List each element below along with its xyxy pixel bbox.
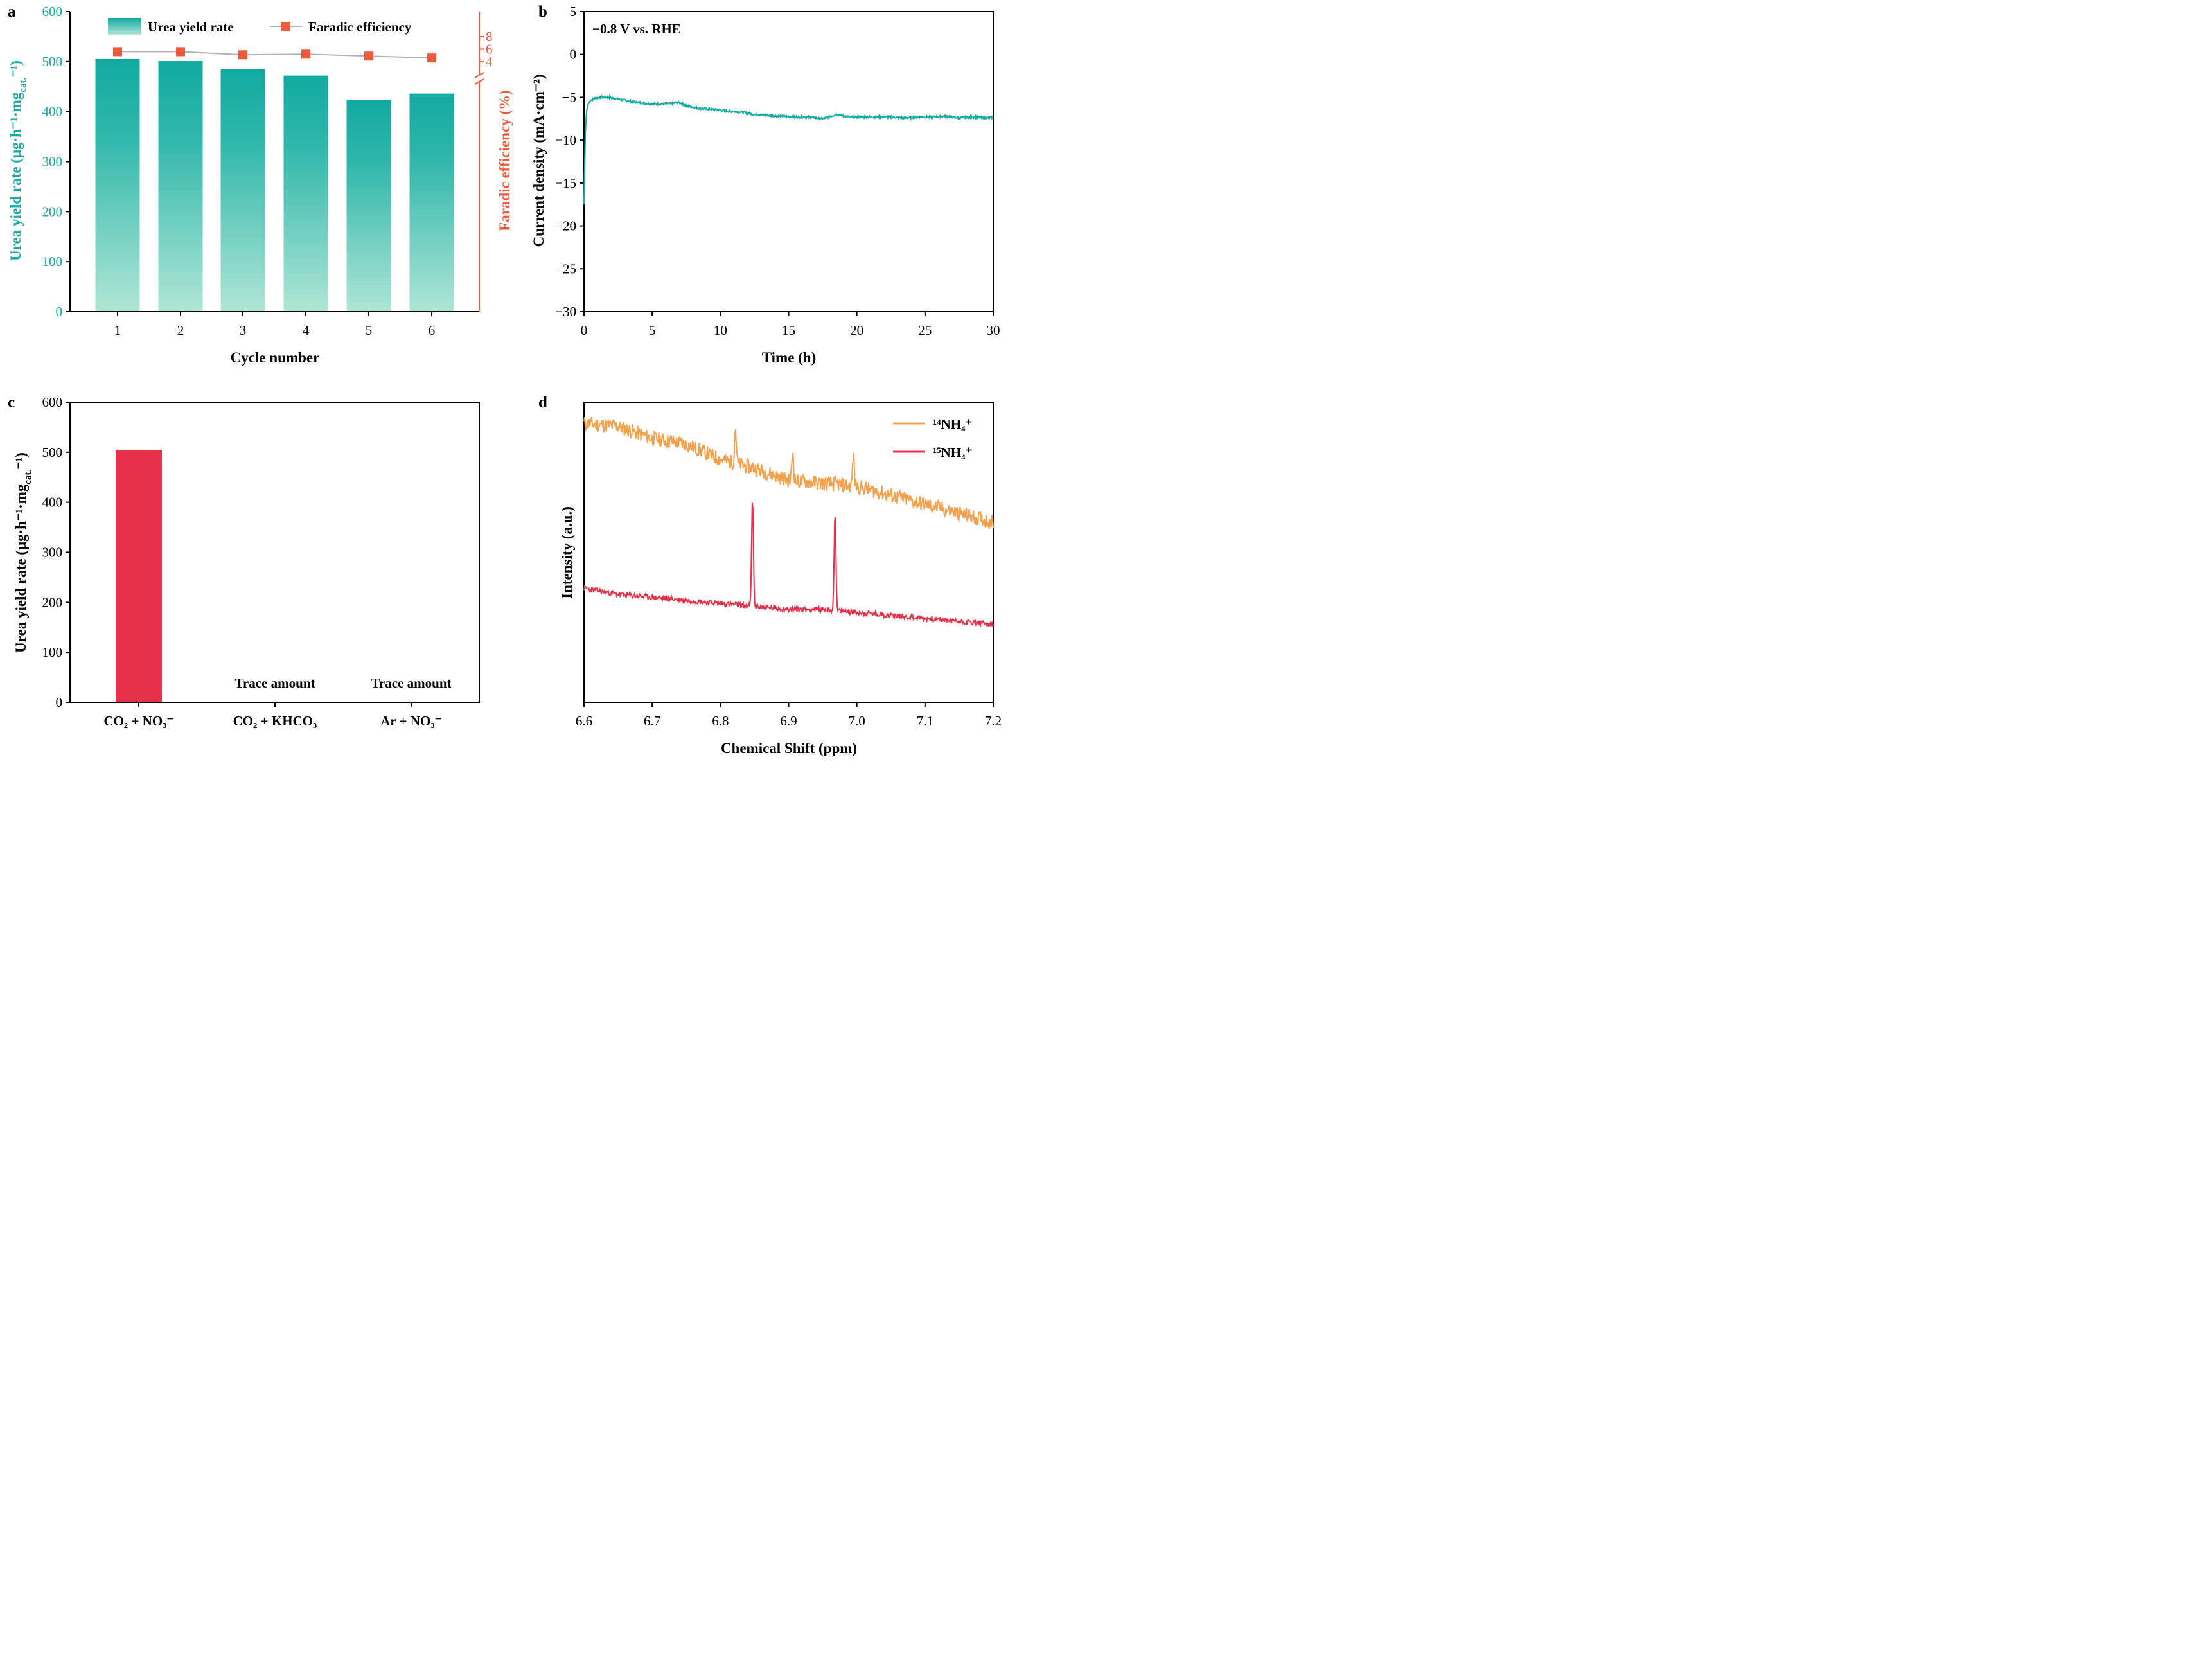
- a-fe-point-5: [364, 51, 373, 61]
- d-xtick-label-6.6: 6.6: [576, 713, 592, 729]
- b-xtick-label-30: 30: [987, 323, 1000, 338]
- a-xtick-label-5: 5: [366, 323, 373, 338]
- legend-label-urea: Urea yield rate: [148, 19, 234, 35]
- legend-label-15nh4: ¹⁵NH₄⁺: [933, 445, 972, 460]
- legend-label-14nh4: ¹⁴NH₄⁺: [933, 416, 972, 432]
- a-bar-6: [409, 93, 454, 312]
- a-x-label: Cycle number: [231, 350, 320, 366]
- b-ytick-label-6: −25: [555, 261, 576, 276]
- d-y-label: Intensity (a.u.): [559, 506, 575, 599]
- a-fe-point-3: [238, 50, 247, 60]
- b-xtick-label-15: 15: [782, 323, 795, 338]
- b-current-trace: [583, 94, 994, 205]
- a-ytick-label-0: 0: [56, 304, 63, 319]
- c-ytick-label-300: 300: [42, 545, 63, 560]
- a-bar-3: [220, 69, 265, 312]
- d-xtick-label-6.7: 6.7: [644, 713, 660, 729]
- a-y-label: Urea yield rate (μg·h⁻¹·mgcat.⁻¹): [8, 60, 28, 261]
- c-ytick-label-0: 0: [56, 695, 63, 710]
- b-annotation: −0.8 V vs. RHE: [592, 21, 681, 37]
- d-xtick-label-7.2: 7.2: [985, 713, 1002, 729]
- b-ytick-label-5: −20: [555, 218, 576, 234]
- d-trace-15nh4: [583, 502, 994, 628]
- b-xtick-label-10: 10: [714, 323, 727, 338]
- c-ytick-label-100: 100: [42, 645, 63, 660]
- a-y2tick-label-6: 6: [486, 42, 493, 57]
- d-trace-14nh4: [583, 416, 994, 529]
- a-bar-2: [158, 61, 203, 312]
- panel-d: d 6.6 6.7 6.8 6.9 7.0 7.1 7.2 ¹⁴NH₄⁺ ¹⁵NH₄⁺ Ch…: [538, 394, 1002, 756]
- a-xtick-label-3: 3: [240, 323, 247, 338]
- d-xtick-label-6.9: 6.9: [780, 713, 797, 729]
- c-annotation-1: Trace amount: [234, 675, 315, 691]
- b-ytick-label-7: −30: [555, 304, 576, 319]
- b-xtick-label-25: 25: [918, 323, 932, 338]
- a-ytick-label-400: 400: [42, 104, 63, 120]
- panel-label-b: b: [538, 3, 547, 21]
- c-ytick-label-500: 500: [42, 445, 63, 460]
- a-ytick-label-200: 200: [42, 204, 63, 219]
- a-fe-point-6: [427, 53, 436, 63]
- b-x-label: Time (h): [762, 350, 817, 366]
- d-xtick-label-7.0: 7.0: [849, 713, 865, 729]
- c-ytick-label-400: 400: [42, 495, 63, 510]
- b-ytick-label-2: −5: [562, 89, 576, 105]
- b-ytick-label-4: −15: [555, 175, 576, 191]
- b-frame: [583, 11, 994, 312]
- panel-c: c 0 100 200 300 400 500 600 CO₂ + NO₃⁻ CO₂ + KH…: [8, 394, 480, 729]
- c-xtick-label-1: CO₂ + KHCO₃: [233, 713, 317, 729]
- a-fe-line: [118, 51, 432, 59]
- legend-label-fe: Faradic efficiency: [308, 19, 412, 35]
- a-bar-4: [283, 75, 328, 312]
- c-ytick-label-600: 600: [42, 395, 63, 410]
- panel-label-a: a: [8, 3, 16, 21]
- a-fe-point-2: [176, 47, 185, 57]
- c-ytick-label-200: 200: [42, 594, 63, 610]
- a-fe-point-1: [113, 47, 122, 57]
- c-xtick-label-2: Ar + NO₃⁻: [380, 713, 441, 729]
- a-ytick-label-100: 100: [42, 254, 63, 269]
- a-bar-1: [95, 58, 140, 312]
- d-frame: [583, 402, 994, 703]
- d-xtick-label-6.8: 6.8: [712, 713, 729, 729]
- a-y2-label: Faradic efficiency (%): [497, 90, 513, 231]
- b-ytick-label-0: 5: [570, 4, 577, 19]
- a-ytick-label-300: 300: [42, 154, 63, 170]
- b-y-label: Current density (mA·cm⁻²): [531, 74, 547, 247]
- legend-marker-fe: [281, 22, 290, 31]
- c-xtick-label-0: CO₂ + NO₃⁻: [103, 713, 173, 729]
- b-ytick-label-1: 0: [570, 47, 577, 62]
- b-xtick-label-20: 20: [850, 323, 863, 338]
- panel-b: b 5 0 −5 −10 −15 −20 −25 −30 0 5 10 15 20 25 30 −0.8 …: [531, 3, 1000, 366]
- c-y-label: Urea yield rate (μg·h⁻¹·mgcat.⁻¹): [13, 452, 33, 653]
- b-xtick-label-5: 5: [649, 323, 656, 338]
- d-xtick-label-7.1: 7.1: [917, 713, 933, 729]
- a-y2tick-label-8: 8: [486, 29, 493, 44]
- legend-swatch-urea: [108, 18, 141, 35]
- b-xtick-label-0: 0: [581, 323, 588, 338]
- b-ytick-label-3: −10: [555, 132, 576, 148]
- a-bar-5: [346, 99, 391, 312]
- panel-label-d: d: [538, 394, 547, 411]
- a-xtick-label-4: 4: [303, 323, 310, 338]
- a-y2tick-label-4: 4: [486, 54, 493, 69]
- a-axis-break: [474, 72, 484, 85]
- a-ytick-label-500: 500: [42, 54, 63, 69]
- a-fe-point-4: [301, 49, 310, 59]
- c-annotation-2: Trace amount: [371, 675, 451, 691]
- d-x-label: Chemical Shift (ppm): [721, 740, 857, 756]
- panel-label-c: c: [8, 394, 15, 411]
- a-xtick-label-2: 2: [177, 323, 184, 338]
- a-xtick-label-1: 1: [114, 323, 121, 338]
- a-xtick-label-6: 6: [429, 323, 436, 338]
- c-bar-0: [116, 449, 162, 702]
- a-ytick-label-600: 600: [42, 4, 63, 19]
